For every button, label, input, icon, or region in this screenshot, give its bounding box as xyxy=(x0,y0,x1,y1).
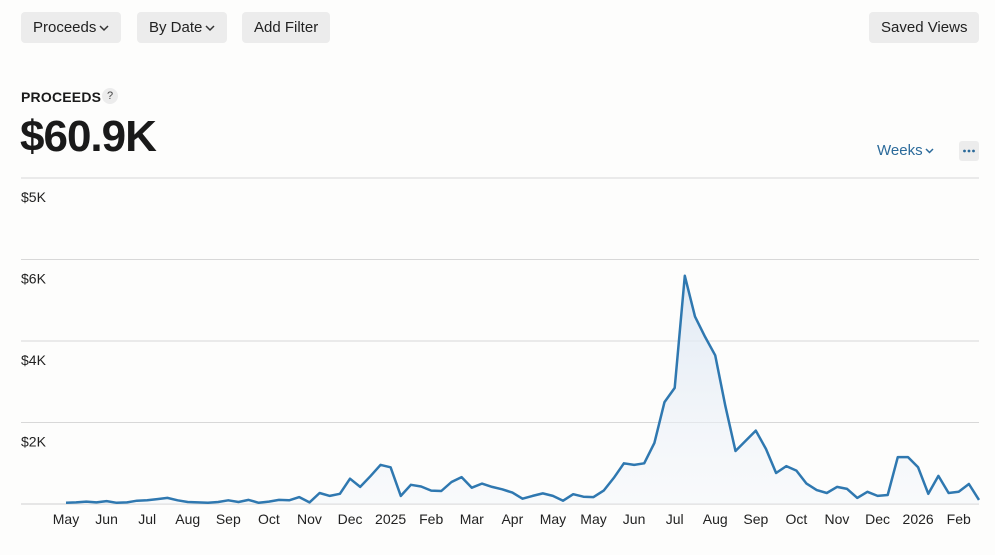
x-tick-label: Jun xyxy=(95,511,118,527)
button-label: Proceeds xyxy=(33,19,97,36)
x-tick-label: Jul xyxy=(666,511,684,527)
x-tick-label: May xyxy=(53,511,79,527)
y-tick-label: $2K xyxy=(21,434,47,450)
line xyxy=(65,274,981,505)
x-tick-label: May xyxy=(540,511,566,527)
metric-label: PROCEEDS xyxy=(21,89,102,105)
area xyxy=(66,275,979,504)
x-tick-label: Jul xyxy=(138,511,156,527)
y-tick-label: $6K xyxy=(21,271,47,287)
metric-total: $60.9K xyxy=(20,112,157,161)
help-icon[interactable]: ? xyxy=(102,88,118,104)
x-tick-label: Jun xyxy=(623,511,646,527)
x-tick-label: 2025 xyxy=(375,511,406,527)
x-tick-label: Nov xyxy=(825,511,850,527)
x-tick-label: Oct xyxy=(786,511,808,527)
x-tick-label: May xyxy=(580,511,606,527)
dots-icon xyxy=(963,149,975,153)
x-tick-label: Feb xyxy=(947,511,971,527)
x-tick-label: Feb xyxy=(419,511,443,527)
chevron xyxy=(205,25,215,32)
x-tick-label: Dec xyxy=(338,511,363,527)
saved-views-button[interactable]: Saved Views xyxy=(869,12,980,43)
filter-button[interactable]: By Date xyxy=(137,12,228,43)
filter-button[interactable]: Add Filter xyxy=(242,12,331,43)
x-tick-label: Nov xyxy=(297,511,322,527)
x-tick-label: Aug xyxy=(703,511,728,527)
button-label: Add Filter xyxy=(254,19,319,36)
button-label: Saved Views xyxy=(881,19,968,36)
y-tick-label: $5K xyxy=(21,189,47,205)
x-tick-label: Oct xyxy=(258,511,280,527)
chevron xyxy=(99,25,109,32)
interval-dropdown[interactable]: Weeks xyxy=(877,142,935,159)
y-tick-label: $4K xyxy=(21,352,47,368)
dropdown-label: Weeks xyxy=(877,142,923,159)
more-button[interactable] xyxy=(959,141,979,161)
x-tick-label: Dec xyxy=(865,511,890,527)
x-tick-label: Sep xyxy=(743,511,768,527)
x-tick-label: Mar xyxy=(460,511,484,527)
filter-button[interactable]: Proceeds xyxy=(21,12,122,43)
x-tick-label: Sep xyxy=(216,511,241,527)
button-label: By Date xyxy=(149,19,203,36)
chevron xyxy=(925,148,934,154)
x-tick-label: Aug xyxy=(175,511,200,527)
x-tick-label: Apr xyxy=(501,511,523,527)
x-tick-label: 2026 xyxy=(903,511,934,527)
